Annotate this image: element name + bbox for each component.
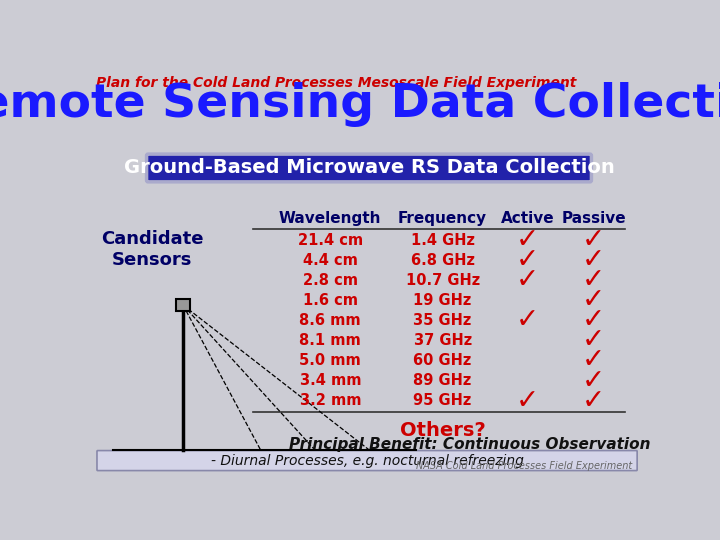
Text: ✓: ✓ [516, 266, 539, 294]
Text: Others?: Others? [400, 421, 485, 440]
Text: Frequency: Frequency [398, 211, 487, 226]
FancyBboxPatch shape [147, 154, 591, 182]
Text: Wavelength: Wavelength [279, 211, 382, 226]
Text: ✓: ✓ [516, 226, 539, 254]
Text: 89 GHz: 89 GHz [413, 373, 472, 388]
Text: 21.4 cm: 21.4 cm [297, 233, 363, 248]
Text: 5.0 mm: 5.0 mm [300, 353, 361, 368]
Text: 8.6 mm: 8.6 mm [300, 313, 361, 328]
Text: 4.4 cm: 4.4 cm [303, 253, 358, 268]
Text: ✓: ✓ [582, 367, 606, 395]
Text: ✓: ✓ [582, 327, 606, 354]
Bar [176, 299, 190, 311]
Text: Remote Sensing Data Collection: Remote Sensing Data Collection [0, 82, 720, 127]
Text: 10.7 GHz: 10.7 GHz [405, 273, 480, 288]
Text: ✓: ✓ [582, 306, 606, 334]
Text: Passive: Passive [562, 211, 626, 226]
Text: Active: Active [501, 211, 554, 226]
Text: 19 GHz: 19 GHz [413, 293, 472, 308]
Text: ✓: ✓ [582, 226, 606, 254]
Text: - Diurnal Processes, e.g. nocturnal refreezing: - Diurnal Processes, e.g. nocturnal refr… [211, 454, 523, 468]
Text: ✓: ✓ [516, 306, 539, 334]
Text: 2.8 cm: 2.8 cm [302, 273, 358, 288]
Text: ✓: ✓ [582, 246, 606, 274]
Text: 1.4 GHz: 1.4 GHz [410, 233, 474, 248]
Text: ✓: ✓ [582, 266, 606, 294]
Text: Principal Benefit: Continuous Observation: Principal Benefit: Continuous Observatio… [289, 437, 650, 453]
Text: 3.4 mm: 3.4 mm [300, 373, 361, 388]
Text: Candidate
Sensors: Candidate Sensors [101, 231, 203, 269]
Text: 3.2 mm: 3.2 mm [300, 393, 361, 408]
Text: 1.6 cm: 1.6 cm [302, 293, 358, 308]
Text: ✓: ✓ [516, 246, 539, 274]
Text: NASA Cold Land Processes Field Experiment: NASA Cold Land Processes Field Experimen… [416, 461, 632, 471]
Text: ✓: ✓ [582, 387, 606, 415]
Text: ✓: ✓ [516, 387, 539, 415]
Text: 35 GHz: 35 GHz [413, 313, 472, 328]
Text: 6.8 GHz: 6.8 GHz [410, 253, 474, 268]
Text: ✓: ✓ [582, 347, 606, 374]
FancyBboxPatch shape [97, 450, 637, 470]
Text: 8.1 mm: 8.1 mm [300, 333, 361, 348]
Text: Plan for the Cold Land Processes Mesoscale Field Experiment: Plan for the Cold Land Processes Mesosca… [96, 76, 577, 90]
Text: 37 GHz: 37 GHz [413, 333, 472, 348]
Text: 95 GHz: 95 GHz [413, 393, 472, 408]
Text: 60 GHz: 60 GHz [413, 353, 472, 368]
Text: Ground-Based Microwave RS Data Collection: Ground-Based Microwave RS Data Collectio… [124, 158, 614, 178]
Text: ✓: ✓ [582, 286, 606, 314]
